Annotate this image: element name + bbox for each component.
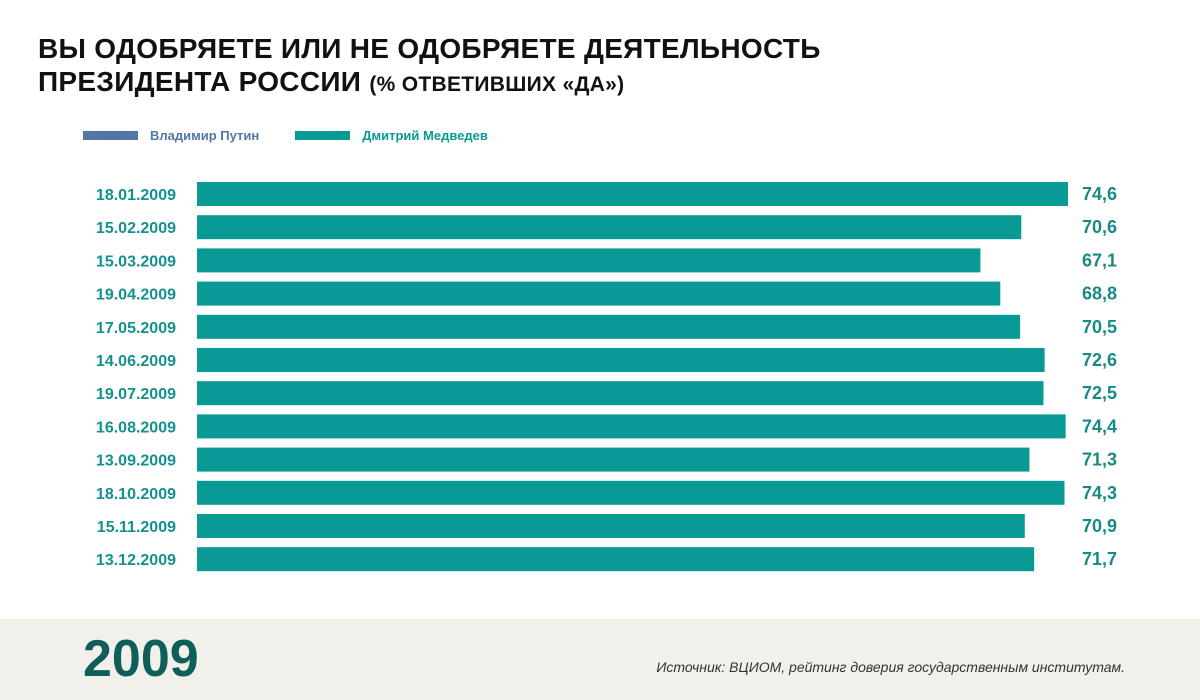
bar-medvedev <box>197 414 1066 439</box>
value-label: 71,7 <box>1082 549 1117 569</box>
category-label: 15.02.2009 <box>96 220 176 237</box>
legend-item-medvedev: Дмитрий Медведев <box>295 128 488 143</box>
category-label: 17.05.2009 <box>96 320 176 337</box>
bar-chart: 18.01.2009 74,6 15.02.2009 70,6 15.03.2009 67… <box>96 182 1117 572</box>
title-line-1: ВЫ ОДОБРЯЕТЕ ИЛИ НЕ ОДОБРЯЕТЕ ДЕЯТЕЛЬНОС… <box>38 33 821 64</box>
value-label: 70,5 <box>1082 317 1117 337</box>
value-label: 68,8 <box>1082 284 1117 304</box>
category-label: 15.11.2009 <box>97 519 176 536</box>
category-label: 15.03.2009 <box>96 253 176 270</box>
bar-medvedev <box>197 381 1044 406</box>
legend-item-putin: Владимир Путин <box>83 128 259 143</box>
footer: 2009 Источник: ВЦИОМ, рейтинг доверия го… <box>0 619 1200 700</box>
value-label: 70,9 <box>1082 516 1117 536</box>
value-label: 72,6 <box>1082 350 1117 370</box>
category-label: 19.04.2009 <box>96 287 176 304</box>
legend-label-medvedev: Дмитрий Медведев <box>362 128 488 143</box>
bar-medvedev <box>197 547 1035 572</box>
value-label: 67,1 <box>1082 250 1117 270</box>
bar-medvedev <box>197 215 1022 240</box>
title-line-2: ПРЕЗИДЕНТА РОССИИ <box>38 66 362 97</box>
category-label: 14.06.2009 <box>96 353 176 370</box>
category-label: 19.07.2009 <box>96 386 176 403</box>
title-subtitle: (% ОТВЕТИВШИХ «ДА») <box>369 73 625 96</box>
chart-title: ВЫ ОДОБРЯЕТЕ ИЛИ НЕ ОДОБРЯЕТЕ ДЕЯТЕЛЬНОС… <box>38 32 821 101</box>
bar-medvedev <box>197 314 1021 339</box>
value-label: 72,5 <box>1082 383 1117 403</box>
bar-medvedev <box>197 281 1001 306</box>
bar-medvedev <box>197 182 1068 206</box>
value-label: 70,6 <box>1082 217 1117 237</box>
category-label: 16.08.2009 <box>96 419 176 436</box>
bar-medvedev <box>197 348 1045 372</box>
category-label: 13.12.2009 <box>96 552 176 569</box>
legend-swatch-medvedev <box>295 131 351 140</box>
value-label: 71,3 <box>1082 450 1117 470</box>
legend: Владимир Путин Дмитрий Медведев <box>83 128 524 143</box>
value-label: 74,3 <box>1082 483 1117 503</box>
year-label: 2009 <box>83 630 199 688</box>
legend-label-putin: Владимир Путин <box>150 128 260 143</box>
legend-swatch-putin <box>83 131 138 140</box>
bar-medvedev <box>197 248 981 273</box>
category-label: 18.10.2009 <box>96 486 176 503</box>
category-label: 18.01.2009 <box>96 187 176 204</box>
bar-medvedev <box>197 480 1065 505</box>
category-label: 13.09.2009 <box>96 453 176 470</box>
value-label: 74,6 <box>1082 184 1117 204</box>
bar-medvedev <box>197 514 1025 538</box>
value-label: 74,4 <box>1082 416 1117 436</box>
source-note: Источник: ВЦИОМ, рейтинг доверия государ… <box>656 659 1125 675</box>
bar-medvedev <box>197 447 1030 472</box>
